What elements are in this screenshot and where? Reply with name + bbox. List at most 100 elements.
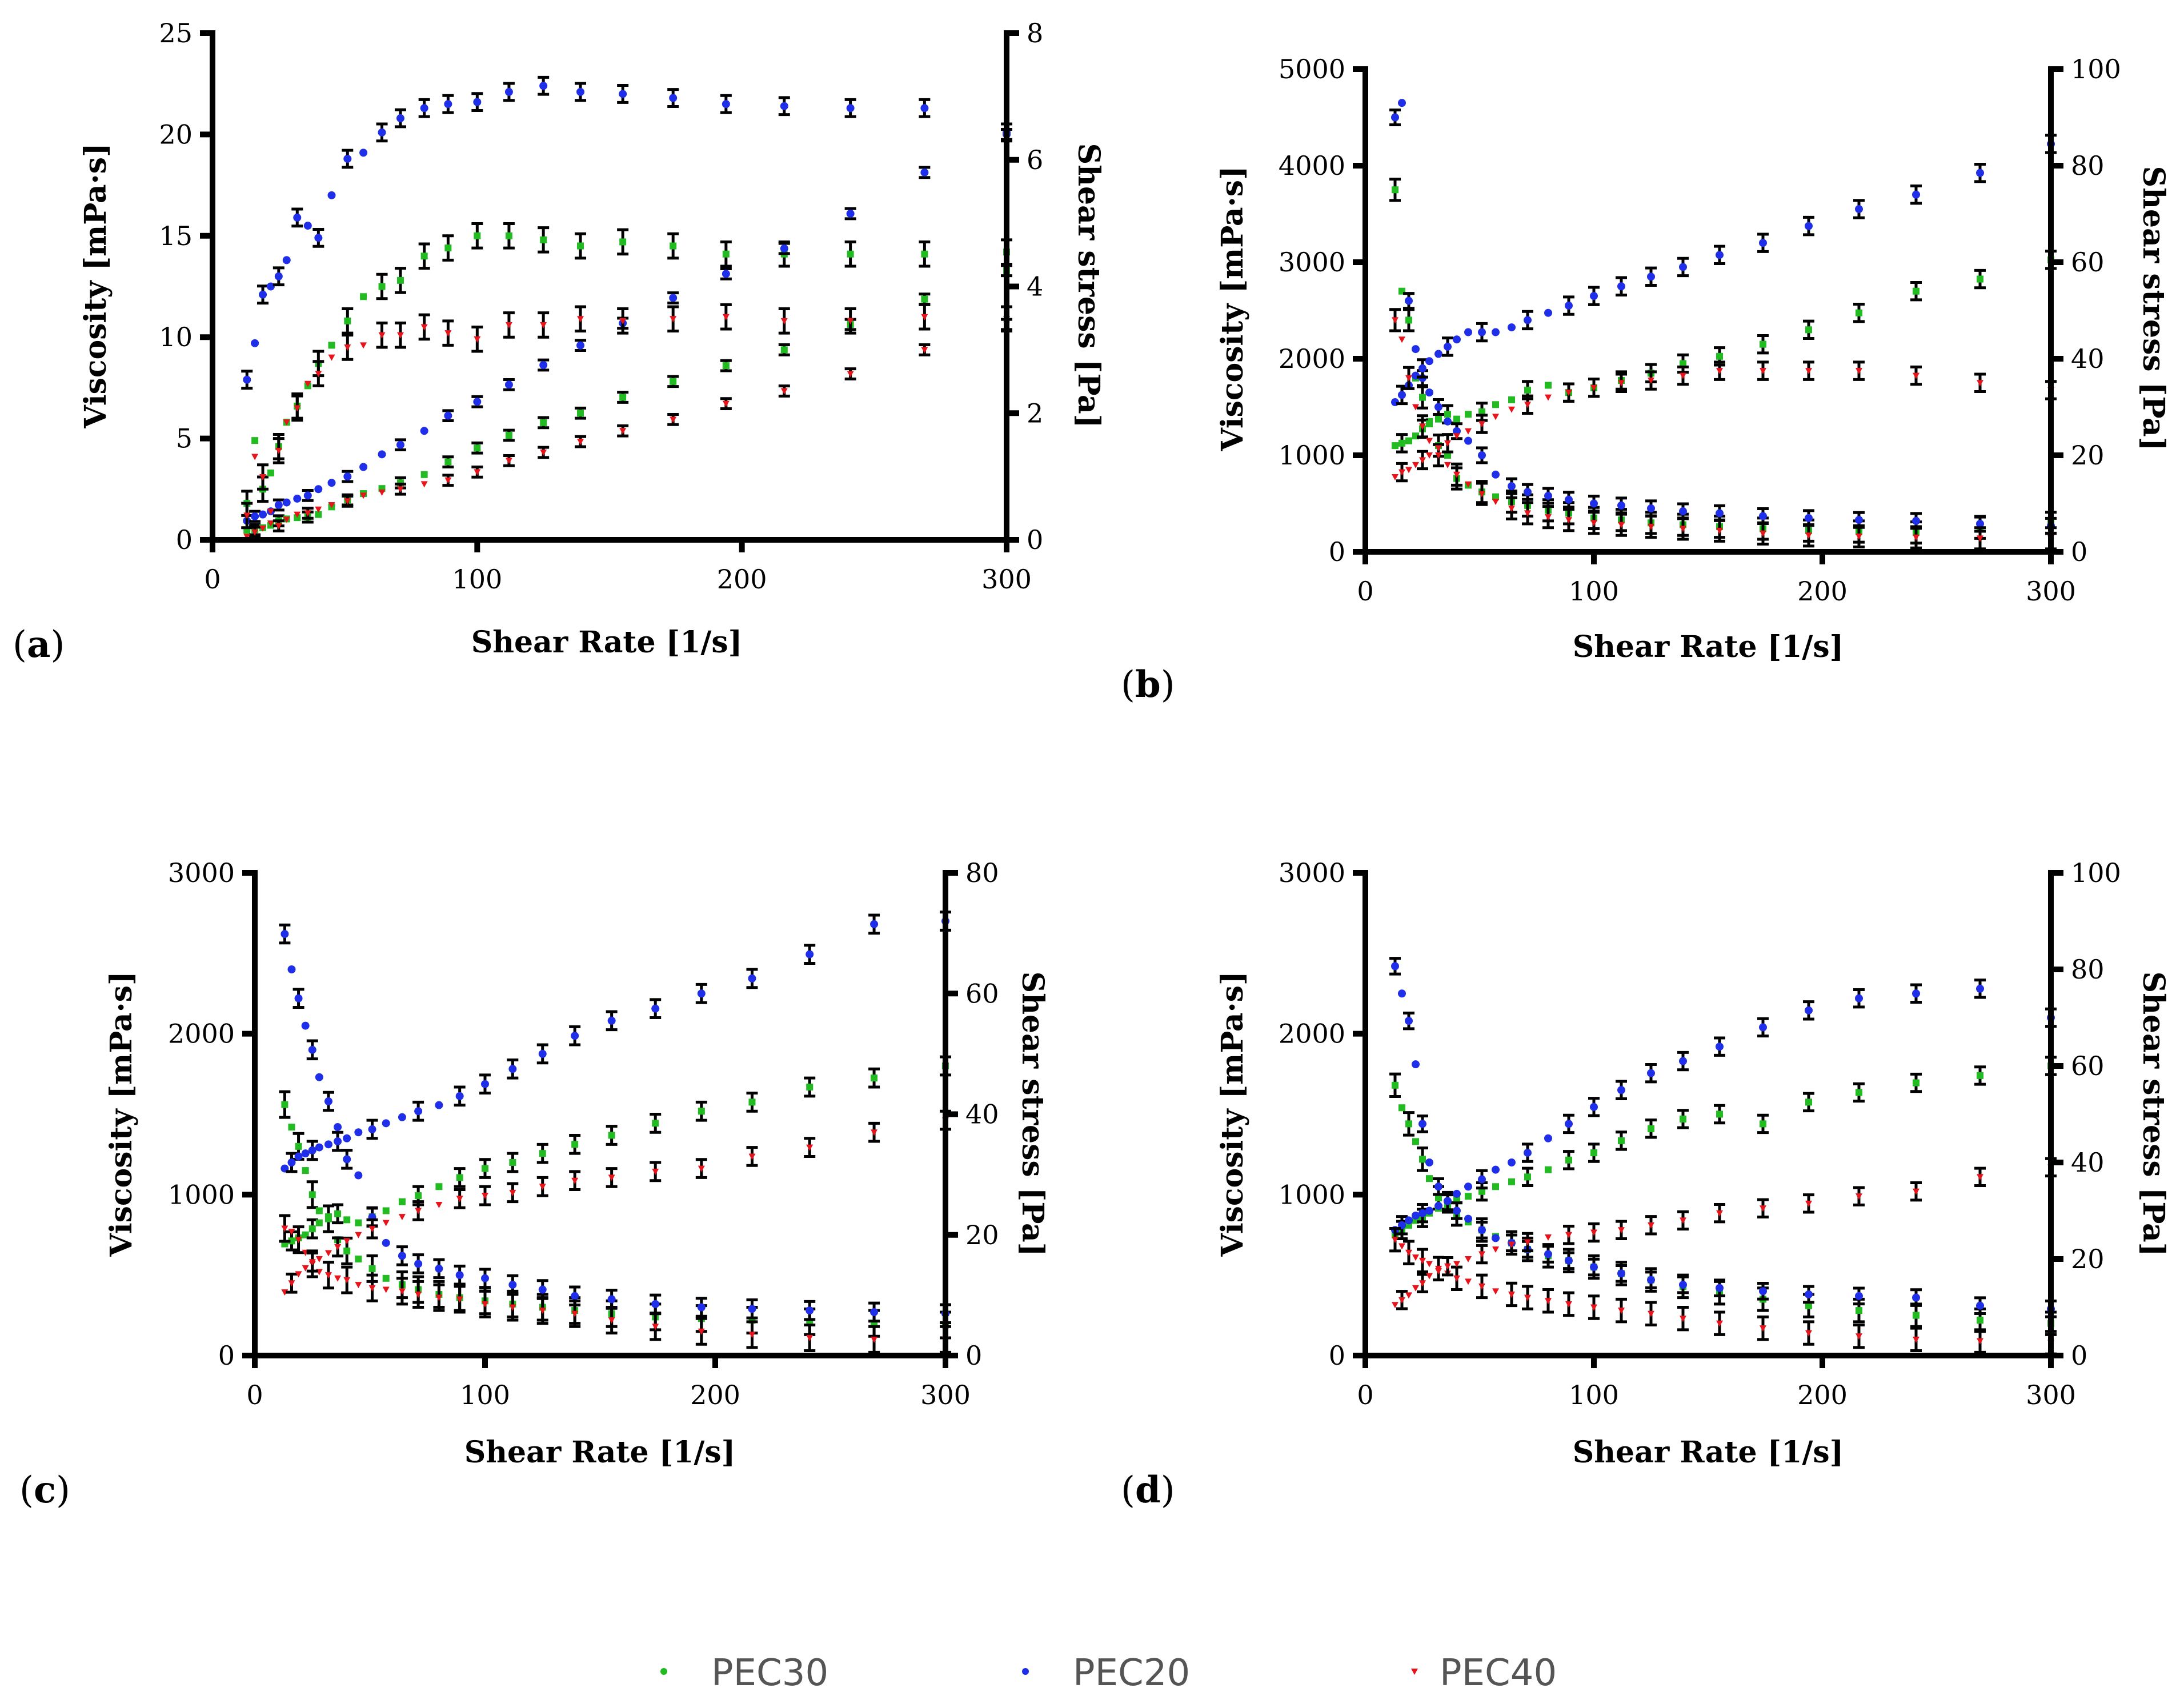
panel-a-pec20-stress-point-15 [444,411,452,420]
panel-a-pec30-stress-point-22 [722,362,730,370]
panel-a-pec20-viscosity-point-7 [303,222,312,230]
panel-c-y-title: Viscosity [mPa·s] [104,971,139,1257]
panel-d-pec30-viscosity-point-23 [1856,1307,1862,1314]
panel-a-pec40-viscosity-point-7 [304,380,311,387]
panel-d-y2-tick-label-3: 60 [2071,1051,2105,1081]
panel-d-y-tick-label-0: 0 [1329,1340,1345,1371]
panel-b: 0 100 200 300 0 1000 2000 3000 4000 5000 0 20 40 60… [1121,54,2171,706]
panel-b-pec30-viscosity-point-7 [1444,452,1451,459]
panel-d-pec20-stress-point-21 [1759,1023,1767,1032]
panel-c-pec30-stress-point-21 [652,1120,659,1127]
panel-d-pec40-viscosity-point-0 [1392,1237,1398,1244]
panel-b-pec20-stress-point-24 [1912,190,1920,199]
panel-b-pec20-viscosity-point-20 [1716,509,1724,518]
panel-a-pec30-viscosity-point-15 [444,244,452,252]
panel-a-pec40-stress-point-11 [360,492,367,499]
panel-b-pec40-stress-point-6 [1435,445,1442,452]
panel-a-pec30-viscosity-point-20 [619,238,627,246]
panel-b-pec40-stress-point-17 [1618,380,1625,387]
panel-b-pec30-stress-point-5 [1426,420,1433,428]
panel-c-pec20-viscosity-point-21 [651,1300,660,1308]
panel-a-pec30-viscosity-series [241,222,1012,517]
panel-b-pec40-stress-point-1 [1398,469,1405,476]
panel-b-pec40-viscosity-point-10 [1478,491,1485,498]
panel-d-pec20-viscosity-point-24 [1912,1293,1920,1302]
panel-b-pec20-stress-point-1 [1398,391,1406,399]
panel-d-pec40-stress-point-5 [1426,1273,1433,1280]
panel-a-pec30-viscosity-point-24 [847,250,854,258]
panel-a-pec30-viscosity-point-16 [474,232,481,239]
panel-d-pec40-stress-point-18 [1648,1222,1654,1229]
panel-a-pec20-stress-point-22 [722,270,730,278]
panel-b-x-ticks: 0 100 200 300 [1357,552,2076,607]
panel-c-pec20-stress-point-2 [294,1152,303,1161]
panel-b-pec20-stress-point-22 [1805,222,1813,230]
panel-c-pec20-stress-point-25 [870,920,879,928]
panel-b-pec20-stress-point-13 [1524,316,1532,324]
legend-label-pec30: PEC30 [711,1652,828,1694]
panel-a: 0 100 200 300 0 5 10 15 20 25 0 2 4 6 8 Shear Rate [… [13,18,1106,666]
panel-b-pec20-viscosity-point-13 [1524,488,1532,496]
panel-c-pec20-stress-point-9 [354,1128,363,1137]
panel-a-pec30-viscosity-point-17 [505,232,512,239]
panel-c-pec20-viscosity-point-17 [508,1281,517,1289]
panel-a-pec30-viscosity-point-21 [670,242,677,250]
panel-a-pec40-viscosity-series [241,303,1012,530]
panel-d-x-tick-label-0: 0 [1357,1380,1373,1410]
panel-a-y-tick-label-3: 15 [159,220,193,251]
panel-d-pec20-stress-point-11 [1492,1165,1500,1174]
panel-b-pec20-stress-point-9 [1464,328,1472,336]
panel-c-pec20-viscosity-point-15 [455,1271,464,1280]
panel-d-x-tick-label-3: 300 [2026,1380,2076,1410]
panel-b-pec30-stress-point-19 [1680,360,1686,367]
panel-c-pec40-stress-point-2 [295,1271,302,1278]
panel-c-pec20-stress-point-11 [382,1119,390,1128]
panel-c-pec30-stress-point-23 [748,1098,756,1106]
panel-c-pec40-stress-point-19 [571,1177,579,1184]
panel-c-pec20-stress-point-3 [301,1149,310,1158]
legend-label-pec20: PEC20 [1073,1652,1190,1694]
panel-c-pec40-viscosity-point-25 [871,1336,878,1343]
panel-d-pec30-viscosity-point-25 [1977,1317,1983,1324]
panel-a-pec20-viscosity-point-2 [259,290,267,299]
panel-c-pec20-stress-point-10 [368,1125,376,1133]
panel-c-pec20-viscosity-point-3 [301,1021,310,1030]
panel-c-pec30-stress-point-17 [509,1159,516,1166]
panel-c-pec20-stress-point-19 [571,1032,579,1040]
panel-b-pec20-stress-point-25 [1976,169,1984,177]
panel-b-pec40-viscosity-point-2 [1405,375,1412,382]
panel-a-pec40-viscosity-point-5 [283,419,290,426]
panel-d-pec20-stress-point-6 [1434,1202,1442,1210]
panel-d-pec30-viscosity-point-22 [1805,1302,1812,1309]
panel-d-pec30-stress-point-14 [1545,1166,1552,1173]
panel-d-pec20-stress-point-16 [1590,1102,1598,1111]
panel-b-pec40-stress-point-9 [1465,428,1472,435]
panel-a-pec40-stress-point-8 [315,506,322,513]
panel-b-y-tick-label-0: 0 [1329,536,1345,567]
panel-c-pec40-viscosity-point-2 [295,1237,302,1244]
panel-b-pec20-viscosity-point-17 [1617,501,1625,510]
panel-b-pec40-stress-point-20 [1716,368,1723,375]
panel-b-pec20-stress-point-4 [1418,364,1426,372]
panel-a-pec40-stress-point-20 [619,428,627,435]
panel-c-pec30-viscosity-point-11 [382,1274,390,1282]
panel-a-y-title: Viscosity [mPa·s] [78,143,113,428]
panel-d-y2-title: Shear stress [Pa] [2136,972,2171,1257]
panel-d-pec20-stress-point-14 [1544,1134,1552,1142]
panel-a-pec20-viscosity-point-21 [669,94,678,102]
panel-a-pec30-viscosity-point-10 [344,317,351,324]
panel-b-pec40-viscosity-point-7 [1444,462,1451,468]
panel-b-pec20-viscosity-point-15 [1565,495,1573,504]
panel-c-pec40-viscosity-point-17 [509,1304,516,1311]
panel-b-pec30-stress-point-10 [1478,408,1485,415]
panel-d-pec40-viscosity-point-19 [1680,1316,1686,1322]
panel-a-label-close: ) [50,624,65,666]
panel-b-label-close: ) [1161,664,1175,706]
panel-d-pec30-viscosity-point-6 [1435,1194,1442,1201]
panel-c-pec30-viscosity-point-8 [343,1247,351,1254]
legend: PEC30 PEC20 PEC40 [660,1652,1557,1694]
panel-d-pec30-stress-point-9 [1465,1193,1472,1200]
panel-c-pec40-viscosity-point-21 [652,1324,659,1330]
panel-d-pec20-viscosity-point-17 [1617,1269,1625,1278]
panel-c-y2-ticks: 0 20 40 60 80 [945,857,999,1371]
